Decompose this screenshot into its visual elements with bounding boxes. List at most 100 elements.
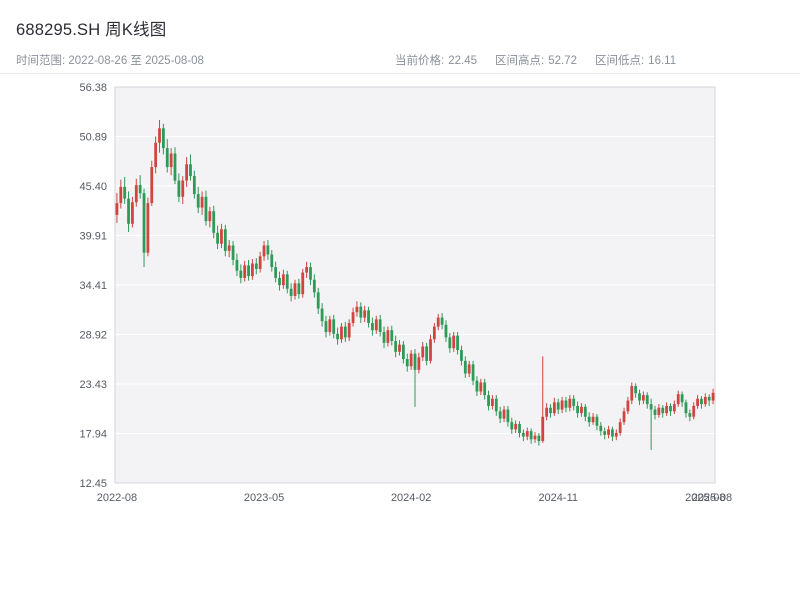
candlestick [680,391,684,407]
candlestick [208,206,212,228]
header-divider [0,73,800,74]
candlestick [471,360,475,386]
candle-body [533,435,537,440]
candle-body [529,431,533,440]
candlestick [607,425,610,439]
candlestick [192,170,196,199]
candle-body [463,360,467,374]
candle-body [398,344,401,352]
candle-body [328,319,332,333]
candlestick [618,418,622,436]
candlestick [525,427,529,441]
candle-body [537,435,541,442]
candle-body [436,317,440,327]
candle-body [657,407,661,415]
candlestick [123,176,127,205]
candlestick [382,326,386,349]
date-range-label: 时间范围: 2022-08-26 至 2025-08-08 [16,55,204,67]
candlestick [374,315,378,334]
candlestick [483,378,487,400]
range-low-label: 区间低点: [594,55,645,67]
candlestick [417,352,421,374]
candle-body [460,350,463,361]
candlestick [436,313,440,331]
candle-body [351,312,355,323]
candlestick [266,240,270,260]
candle-body [456,335,459,351]
candlestick [603,427,607,440]
candlestick [487,390,490,411]
candlestick [707,394,711,406]
candle-body [266,245,270,255]
candle-body [386,330,390,343]
candlestick [161,123,165,155]
candle-body [347,322,351,338]
candle-body [142,193,146,253]
candlestick [560,396,564,414]
candlestick [390,325,394,346]
candlestick [119,179,123,209]
candle-body [669,405,672,412]
candle-body [448,337,452,349]
candle-body [127,198,130,224]
x-axis-end-label: 2025-08 [692,492,732,504]
candlestick [173,147,177,185]
candlestick [595,414,599,431]
candlestick [537,432,541,446]
candlestick [235,253,239,277]
candlestick [409,350,413,370]
candle-body [487,395,490,406]
candle-body [181,180,185,197]
current-price-value: 22.45 [448,55,477,67]
candlestick [587,412,591,427]
candlestick [154,136,158,174]
candle-body [583,406,587,417]
candlestick [115,193,119,223]
candle-body [371,322,374,331]
candle-body [196,194,200,208]
candle-body [239,270,243,278]
candle-body [359,306,363,318]
candle-body [274,267,278,278]
y-axis-label: 12.45 [79,478,107,490]
y-axis-label: 23.43 [79,379,107,391]
candlestick [533,432,537,443]
candlestick [165,139,169,173]
candle-body [552,402,556,414]
candlestick [405,353,409,372]
candle-body [134,185,138,203]
candle-body [247,265,250,277]
candlestick [320,303,324,327]
candlestick [262,240,266,261]
candlestick [309,262,312,286]
candlestick [127,191,130,232]
candle-body [614,432,618,437]
candlestick [274,261,278,283]
candle-body [208,211,212,222]
candle-body [146,203,150,253]
y-axis-label: 45.40 [79,181,107,193]
candle-body [378,319,382,333]
candle-body [293,283,297,296]
candlestick [429,334,432,364]
y-axis-label: 17.94 [79,429,107,441]
candle-body [285,274,289,289]
plot-border [114,86,716,484]
candle-body [223,229,227,251]
candle-body [409,353,413,367]
candlestick [700,396,703,409]
candlestick [297,278,301,299]
candle-body [355,306,359,313]
candle-body [672,404,676,412]
candlestick [657,404,661,418]
y-axis-label: 28.92 [79,330,107,342]
candle-body [634,386,638,394]
candlestick [572,395,576,411]
candle-body [688,413,692,417]
candlestick [645,392,649,409]
candle-body [405,359,409,367]
candlestick [220,223,223,249]
candlestick [185,157,189,187]
candle-body [192,176,196,195]
candle-body [572,398,576,406]
